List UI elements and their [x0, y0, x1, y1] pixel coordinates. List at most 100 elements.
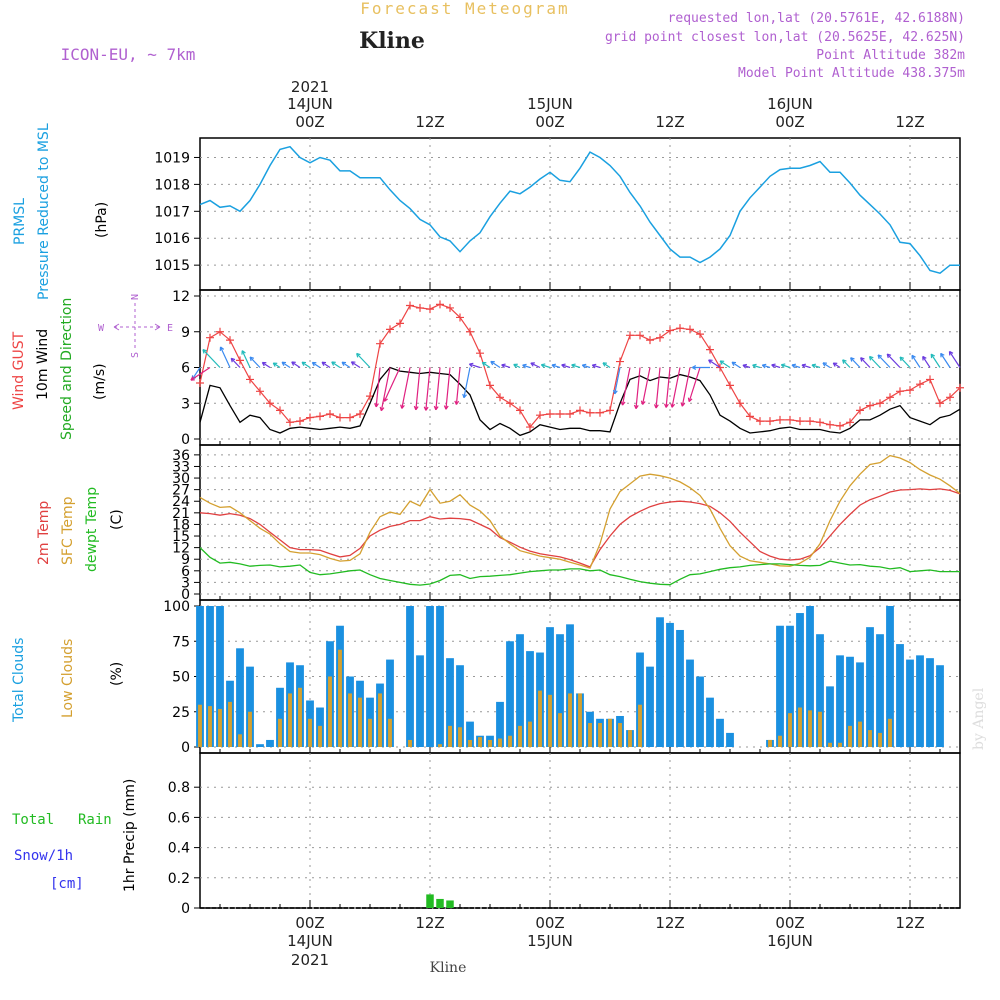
wind-arrow	[911, 354, 921, 368]
wind-arrow-shaft	[822, 362, 831, 369]
gust-marker	[696, 330, 704, 339]
chart-panels: 1015101610171018101903691203691215182124…	[154, 137, 964, 917]
low-cloud-bar	[578, 693, 582, 747]
wind-arrow-head	[948, 350, 954, 356]
low-cloud-bar	[568, 693, 572, 747]
precip-panel-grid	[200, 753, 960, 909]
wind-arrow	[850, 357, 861, 368]
total-cloud-bar	[276, 687, 284, 747]
wind-arrow-head	[443, 405, 449, 410]
wind-arrow-head	[513, 363, 518, 369]
wind-arrow-shaft	[922, 356, 931, 368]
wind-arrow	[219, 346, 231, 368]
watermark: by Angel	[971, 687, 987, 750]
wind-arrow-shaft	[291, 361, 301, 369]
wind-arrow-head	[190, 376, 195, 381]
time-label-text: 12Z	[655, 113, 684, 131]
wind-arrow-head	[413, 405, 419, 411]
wind-arrow-shaft	[272, 362, 281, 369]
wind-arrow	[922, 355, 931, 368]
wind-arrow-head	[462, 393, 467, 399]
total-cloud-bar	[816, 634, 824, 747]
ytick-label: 9	[181, 552, 190, 568]
gust-marker	[646, 336, 654, 345]
wind-arrow-head	[811, 363, 817, 369]
wind-arrow-head	[454, 400, 460, 405]
grid-point-coords: grid point closest lon,lat (20.5625E, 42…	[605, 30, 965, 45]
wind-arrow-shaft	[541, 364, 551, 369]
snow-unit: [cm]	[50, 876, 84, 892]
wind-arrow-head	[752, 363, 757, 369]
gust-marker	[396, 319, 404, 328]
wind-arrow-shaft	[351, 361, 361, 369]
wind-arrow-shaft	[948, 351, 961, 368]
wind-arrow-shaft	[281, 361, 291, 369]
gust-marker	[296, 417, 304, 426]
wind-arrow-shaft	[522, 364, 531, 369]
wind-arrow-shaft	[781, 364, 791, 369]
low-cloud-bar	[498, 738, 502, 747]
low-cloud-bar	[518, 725, 522, 747]
wind-arrow-head	[822, 362, 828, 367]
total-cloud-bar	[856, 662, 864, 747]
gust-marker	[906, 386, 914, 395]
wind-arrow-head	[791, 363, 797, 369]
low-cloud-bar	[488, 739, 492, 747]
wind-arrow-head	[612, 389, 618, 395]
ytick-label: 0	[181, 740, 190, 756]
gust-marker	[476, 349, 484, 358]
wind-arrow	[868, 355, 881, 368]
compass-south: S	[130, 352, 141, 358]
low-cloud-bar	[788, 713, 792, 747]
wind-arrow	[311, 361, 321, 369]
total-cloud-bar	[646, 666, 654, 747]
total-cloud-bar	[456, 665, 464, 747]
gust-marker	[596, 408, 604, 417]
gust-marker	[526, 423, 534, 432]
low-cloud-bar	[848, 725, 852, 747]
gust-marker	[206, 333, 214, 342]
top-time-label: 12Z	[895, 113, 924, 131]
wind-arrow-head	[771, 363, 776, 369]
wind-arrow-shaft	[435, 367, 441, 410]
gust-marker	[686, 325, 694, 334]
wind-arrow-head	[281, 361, 287, 367]
wind-arrow-shaft	[752, 364, 761, 369]
wind-arrow-shaft	[671, 367, 681, 408]
wind-arrow-shaft	[877, 354, 891, 368]
gust-marker	[216, 327, 224, 336]
wind-arrow	[771, 363, 781, 369]
low-cloud-bar	[278, 718, 282, 747]
time-label-text: 00Z	[775, 113, 804, 131]
wind-arrow-head	[350, 361, 356, 366]
wind-arrow	[281, 361, 291, 369]
total-cloud-bar	[506, 641, 514, 747]
wind-arrow	[612, 367, 621, 395]
ytick-label: 3	[181, 396, 190, 412]
wind-arrow-shaft	[582, 364, 591, 369]
wind-panel-labels: Wind GUST 10m Wind Speed and Direction (…	[11, 294, 173, 440]
gust-marker	[796, 417, 804, 426]
wind-arrow	[842, 359, 851, 368]
time-label-text: 00Z	[535, 113, 564, 131]
wind-arrow-head	[670, 403, 676, 408]
total-cloud-bar	[496, 701, 504, 747]
wind-arrow	[241, 350, 251, 368]
wind-arrow-shaft	[886, 353, 901, 368]
wind-arrow	[462, 367, 471, 399]
wind-arrow	[413, 367, 421, 411]
wind-arrow	[468, 362, 481, 369]
wind-arrow-head	[261, 361, 267, 367]
wind-arrow	[752, 363, 761, 369]
snow-label: Snow/1h	[14, 848, 73, 864]
total-cloud-bar	[886, 606, 894, 747]
wind-arrow-head	[571, 363, 576, 369]
gust-marker	[816, 418, 824, 427]
total-cloud-bar	[796, 613, 804, 747]
wind-arrow	[561, 363, 571, 369]
wind-arrow-head	[850, 357, 855, 362]
wind-arrow-head	[202, 349, 207, 354]
wind-arrow-head	[653, 404, 659, 409]
product-title: Forecast Meteogram	[360, 0, 569, 18]
